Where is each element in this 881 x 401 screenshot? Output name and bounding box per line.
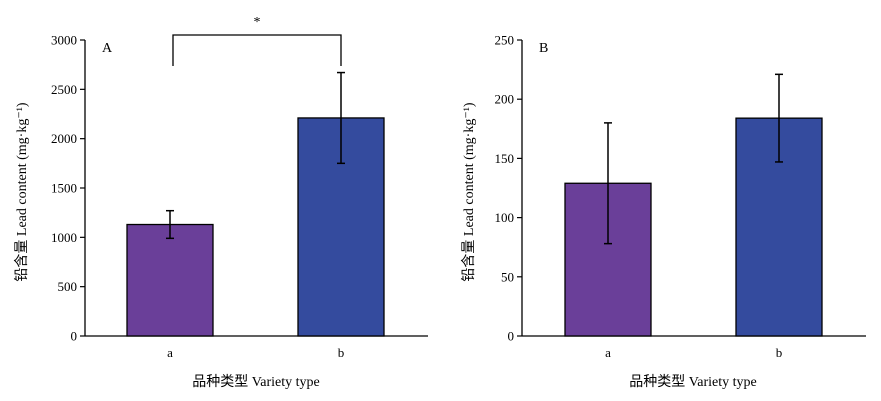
x-axis-label: 品种类型 Variety type xyxy=(629,374,757,390)
y-tick-label: 1000 xyxy=(51,230,77,245)
panel-label: B xyxy=(539,41,548,56)
x-tick-label: a xyxy=(167,345,173,360)
y-tick-label: 1500 xyxy=(51,181,77,196)
y-ticks: 0 500 1000 1500 2000 2500 3000 xyxy=(51,33,85,344)
significance-marker: * xyxy=(254,15,261,30)
panel-b: B 铅含量 Lead content (mg·kg⁻¹) 品种类型 Variet… xyxy=(461,33,866,390)
x-tick-label: b xyxy=(776,345,783,360)
y-axis-label: 铅含量 Lead content (mg·kg⁻¹) xyxy=(14,102,30,281)
y-tick-label: 3000 xyxy=(51,33,77,48)
y-ticks: 0 50 100 150 200 250 xyxy=(495,33,522,344)
y-tick-label: 50 xyxy=(501,269,514,284)
y-tick-label: 500 xyxy=(58,279,78,294)
y-tick-label: 200 xyxy=(495,92,515,107)
x-axis-label: 品种类型 Variety type xyxy=(192,374,320,390)
y-tick-label: 0 xyxy=(508,329,515,344)
bar xyxy=(126,223,214,337)
x-tick-label: a xyxy=(605,345,611,360)
y-tick-label: 150 xyxy=(495,151,515,166)
x-tick-label: b xyxy=(338,345,345,360)
panel-a: A 铅含量 Lead content (mg·kg⁻¹) 品种类型 Variet… xyxy=(14,15,428,390)
bar xyxy=(735,117,823,337)
y-axis-label: 铅含量 Lead content (mg·kg⁻¹) xyxy=(461,102,477,281)
y-tick-label: 100 xyxy=(495,210,515,225)
y-tick-label: 2000 xyxy=(51,131,77,146)
y-tick-label: 0 xyxy=(71,329,78,344)
panel-label: A xyxy=(102,41,113,56)
y-tick-label: 2500 xyxy=(51,82,77,97)
significance-bracket xyxy=(172,34,342,66)
y-tick-label: 250 xyxy=(495,33,515,48)
